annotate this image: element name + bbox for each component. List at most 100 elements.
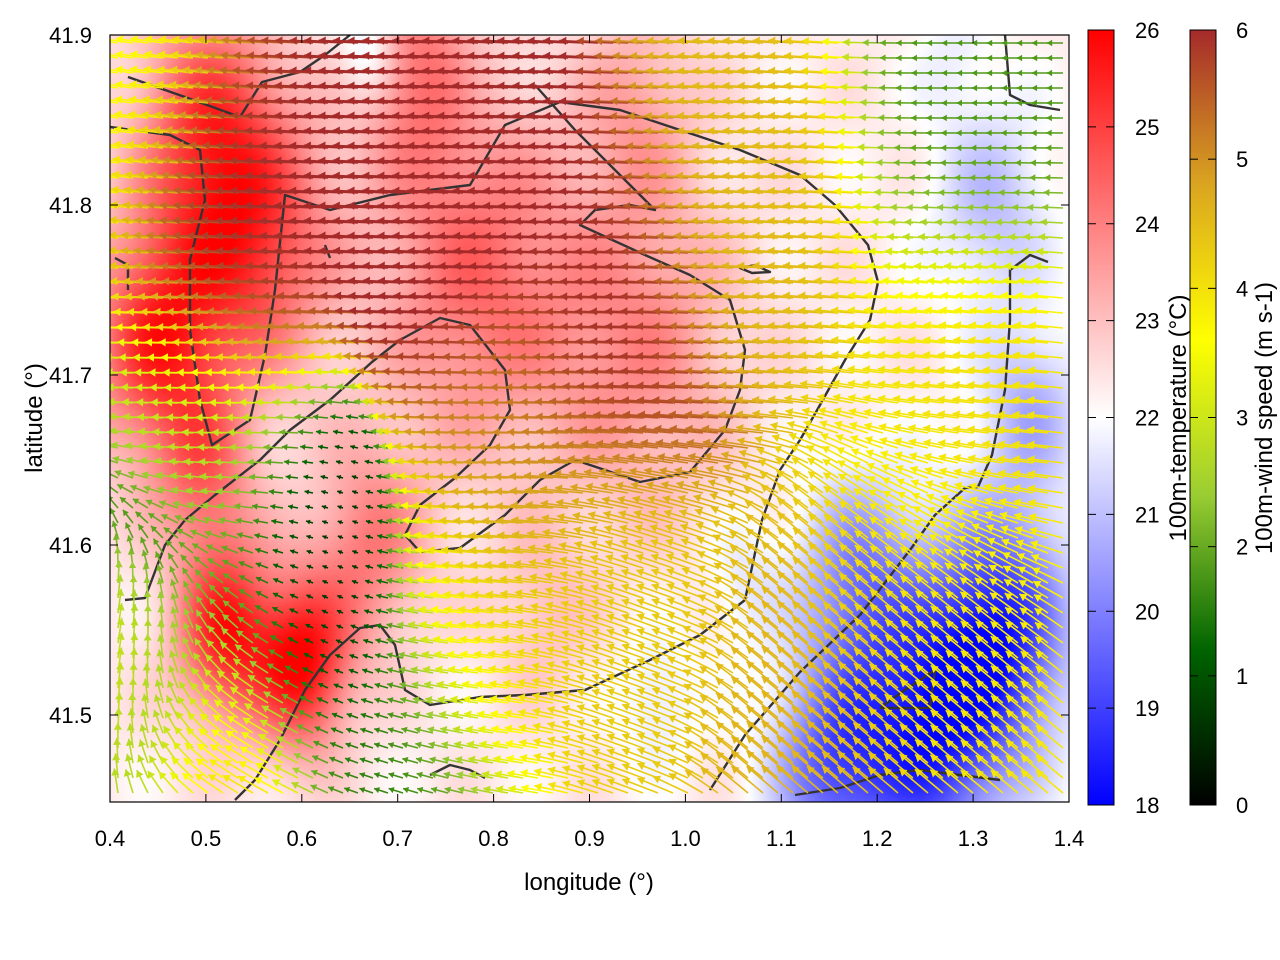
- wind-arrow: [168, 80, 209, 89]
- wind-arrow: [110, 146, 119, 149]
- temperature-colorbar-tick-label: 23: [1135, 309, 1159, 334]
- wind-arrow: [183, 50, 224, 59]
- wind-arrow: [205, 81, 254, 90]
- plot-area: [109, 34, 1070, 803]
- wind-arrow: [123, 185, 164, 195]
- y-tick-label: 41.6: [49, 533, 92, 558]
- x-tick-label: 0.8: [478, 826, 509, 851]
- wind-arrow: [941, 54, 958, 62]
- wind-arrow: [956, 129, 974, 137]
- wind-arrow: [110, 84, 134, 89]
- wind-arrow: [1000, 159, 1019, 167]
- wind-arrow: [800, 66, 839, 76]
- wind-arrow: [1046, 99, 1064, 107]
- wind-arrow: [896, 39, 914, 47]
- wind-arrow: [971, 69, 988, 77]
- wind-arrow: [911, 54, 928, 62]
- wind-arrow: [895, 54, 914, 62]
- wind-arrow: [955, 144, 974, 152]
- wind-arrow: [986, 84, 1003, 92]
- wind-arrow: [894, 129, 914, 137]
- wind-arrow: [137, 170, 179, 180]
- wind-arrow: [878, 114, 899, 122]
- wind-arrow: [941, 84, 958, 92]
- wind-arrow: [986, 129, 1004, 137]
- wind-arrow: [202, 141, 254, 150]
- wind-arrow: [110, 131, 119, 134]
- wind-arrow: [110, 206, 119, 209]
- y-tick-label: 41.9: [49, 23, 92, 48]
- wind-arrow: [110, 99, 134, 104]
- wind-arrow: [986, 99, 1004, 107]
- wind-arrow: [1041, 203, 1064, 212]
- wind-arrow: [986, 114, 1004, 122]
- wind-arrow: [1038, 232, 1064, 241]
- wind-arrow: [880, 39, 899, 47]
- wind-arrow: [970, 144, 989, 152]
- wind-arrow: [868, 247, 899, 256]
- wind-arrow: [814, 216, 854, 226]
- wind-arrow: [915, 247, 944, 256]
- x-tick-label: 0.5: [191, 826, 222, 851]
- wind-arrow: [121, 231, 164, 240]
- wind-arrow: [149, 170, 194, 180]
- wind-colorbar: 0 1 2 3 4 5 6 100m-wind speed (m s-1): [1189, 18, 1278, 818]
- wind-arrow: [187, 171, 239, 180]
- x-tick-label: 1.0: [670, 826, 701, 851]
- wind-arrow: [910, 114, 929, 122]
- wind-arrow: [115, 80, 149, 89]
- wind-colorbar-tick-label: 0: [1236, 793, 1248, 818]
- wind-arrow: [879, 69, 899, 77]
- wind-arrow: [151, 140, 194, 150]
- wind-arrow: [162, 155, 209, 165]
- wind-arrow: [832, 217, 869, 226]
- wind-arrow: [814, 231, 854, 241]
- wind-arrow: [909, 159, 929, 167]
- wind-arrow: [110, 176, 119, 179]
- wind-arrow: [910, 144, 929, 152]
- wind-arrow: [815, 201, 854, 211]
- wind-arrow: [179, 95, 224, 105]
- wind-arrow: [971, 84, 988, 92]
- wind-arrow: [986, 54, 1003, 62]
- wind-arrow: [799, 111, 839, 121]
- wind-arrow: [971, 99, 989, 107]
- wind-arrow: [110, 236, 119, 239]
- wind-arrow: [1015, 159, 1034, 167]
- wind-arrow: [924, 159, 944, 167]
- temperature-colorbar-tick-label: 26: [1135, 18, 1159, 43]
- wind-arrow: [910, 129, 929, 137]
- x-tick-label: 0.7: [382, 826, 413, 851]
- wind-arrow: [985, 159, 1004, 167]
- wind-arrow: [911, 99, 929, 107]
- wind-arrow: [971, 129, 989, 137]
- wind-arrow: [884, 247, 914, 256]
- wind-arrow: [931, 247, 959, 256]
- wind-arrow: [926, 114, 944, 122]
- wind-arrow: [926, 54, 943, 62]
- wind-arrow: [971, 54, 988, 62]
- contour-line: [124, 84, 747, 602]
- wind-arrow: [1001, 129, 1019, 137]
- wind-colorbar-tick-label: 1: [1236, 664, 1248, 689]
- wind-arrow: [195, 50, 239, 60]
- wind-arrow: [956, 39, 973, 47]
- wind-arrow: [926, 69, 943, 77]
- wind-arrow: [130, 35, 164, 44]
- wind-arrow: [1036, 247, 1064, 256]
- wind-arrow: [861, 68, 884, 77]
- wind-arrow: [134, 216, 179, 225]
- wind-arrow: [122, 200, 164, 210]
- wind-arrow: [182, 65, 224, 75]
- wind-arrow: [110, 69, 134, 74]
- wind-arrow: [956, 114, 974, 122]
- wind-colorbar-tick-label: 4: [1236, 276, 1248, 301]
- wind-arrow: [1046, 84, 1063, 92]
- wind-arrow: [1001, 39, 1018, 47]
- temperature-colorbar: 18 19 20 21 22 23 24 25 26 100m-temperature (°C): [1087, 18, 1192, 818]
- wind-arrow: [1006, 247, 1034, 256]
- wind-arrow: [976, 247, 1004, 256]
- y-tick-label: 41.5: [49, 703, 92, 728]
- wind-arrow: [1031, 99, 1049, 107]
